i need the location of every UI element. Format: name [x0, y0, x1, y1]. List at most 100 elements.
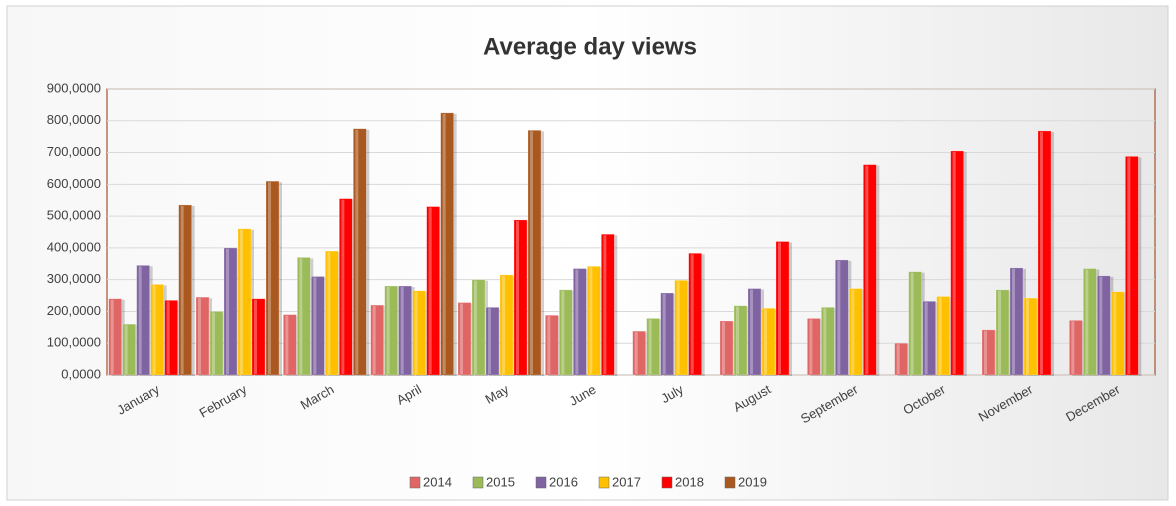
bar: [353, 128, 367, 376]
bar-highlight: [372, 306, 376, 374]
bar: [601, 233, 615, 376]
bar-highlight: [547, 316, 551, 374]
y-tick-label: 900,0000: [47, 80, 101, 95]
bar: [761, 307, 776, 376]
bar-highlight: [561, 290, 565, 374]
bar-highlight: [268, 182, 271, 374]
bar-highlight: [138, 266, 142, 374]
bar: [894, 342, 908, 376]
bar: [195, 296, 210, 376]
bar-highlight: [124, 325, 128, 374]
bar: [499, 274, 514, 376]
legend-swatch: [598, 476, 610, 489]
bar-highlight: [1026, 299, 1029, 374]
bar: [471, 279, 486, 376]
bar-highlight: [823, 308, 827, 374]
bar-highlight: [474, 280, 477, 374]
bar-highlight: [460, 303, 463, 374]
bar-highlight: [516, 220, 519, 374]
bar-highlight: [488, 308, 491, 374]
bar: [950, 150, 964, 376]
bar: [136, 265, 150, 376]
bar: [660, 292, 674, 376]
legend: 2014 2015 2016 2017 2018 2019: [409, 474, 767, 489]
bar: [164, 300, 178, 376]
bar-highlight: [778, 242, 781, 374]
bar-highlight: [327, 252, 331, 374]
bar: [807, 318, 821, 376]
bar: [559, 289, 573, 376]
bar-highlight: [254, 299, 257, 374]
legend-swatch: [535, 476, 547, 489]
legend-label: 2014: [423, 474, 452, 489]
bar-highlight: [865, 165, 869, 374]
bar-highlight: [1127, 157, 1131, 374]
legend-label: 2015: [486, 474, 515, 489]
legend-swatch: [472, 476, 484, 489]
bar-highlight: [603, 235, 607, 374]
bar-highlight: [1012, 268, 1015, 374]
bar-highlight: [690, 254, 694, 374]
bar: [251, 298, 266, 376]
bar-highlight: [851, 289, 855, 374]
bar-highlight: [386, 287, 390, 374]
y-tick-label: 800,0000: [47, 112, 101, 127]
bar-highlight: [110, 299, 114, 374]
bar-highlight: [226, 248, 229, 374]
bar: [922, 300, 936, 376]
bar-highlight: [299, 258, 303, 374]
bar-highlight: [938, 297, 942, 374]
bar-highlight: [589, 267, 593, 374]
bar-highlight: [1071, 321, 1075, 374]
bar-highlight: [198, 298, 201, 374]
y-tick-label: 500,0000: [47, 208, 101, 223]
bar-highlight: [896, 344, 900, 374]
legend-label: 2016: [549, 474, 578, 489]
bar-highlight: [1113, 292, 1117, 374]
bar-highlight: [722, 321, 725, 374]
bar: [237, 228, 252, 376]
bar: [587, 266, 601, 376]
bar: [370, 304, 384, 376]
bar-highlight: [952, 151, 956, 374]
bar-highlight: [414, 291, 418, 374]
bar-highlight: [676, 281, 680, 374]
bar: [209, 311, 224, 376]
y-tick-label: 0,0000: [61, 366, 101, 381]
bar: [223, 247, 238, 376]
bar-highlight: [1099, 276, 1103, 374]
bar-highlight: [750, 289, 753, 374]
bar: [178, 204, 192, 376]
bar: [265, 180, 280, 376]
y-tick-label: 600,0000: [47, 176, 101, 191]
bar: [995, 289, 1010, 376]
bar-highlight: [442, 113, 446, 374]
bar: [412, 290, 426, 376]
bar: [1023, 297, 1038, 376]
bar: [1125, 156, 1139, 376]
chart-title: Average day views: [483, 33, 697, 60]
bar: [719, 320, 734, 376]
bar-highlight: [285, 315, 289, 374]
bar: [283, 314, 297, 376]
legend-swatch: [409, 476, 421, 489]
y-tick-label: 300,0000: [47, 271, 101, 286]
bar: [936, 296, 950, 376]
bar-highlight: [634, 332, 638, 374]
bar-highlight: [240, 229, 243, 374]
bar-highlight: [764, 309, 767, 374]
bar: [632, 330, 646, 376]
bar: [384, 285, 398, 376]
y-tick-label: 200,0000: [47, 303, 101, 318]
bar-highlight: [809, 319, 813, 374]
bar-highlight: [400, 287, 404, 374]
bar: [775, 241, 790, 376]
bar-highlight: [166, 301, 170, 374]
bar: [1083, 268, 1097, 376]
bar: [527, 130, 542, 376]
legend-label: 2017: [612, 474, 641, 489]
bar: [849, 288, 863, 376]
bar-highlight: [998, 290, 1001, 374]
legend-label: 2019: [738, 474, 767, 489]
